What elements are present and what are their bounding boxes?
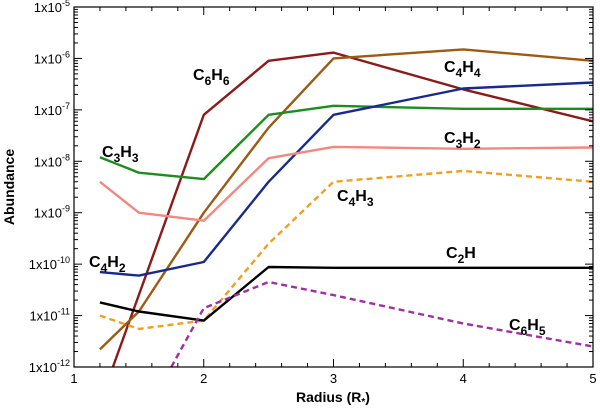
x-tick-label: 5 xyxy=(589,371,596,386)
x-tick-label: 4 xyxy=(460,371,467,386)
series-line-c3h2 xyxy=(99,145,593,222)
series-line-blue xyxy=(99,81,593,277)
y-tick-label: 1x10-9 xyxy=(34,204,70,221)
series-line-c4h3 xyxy=(99,169,593,331)
x-tick-label: 1 xyxy=(70,371,77,386)
series-line-c2h xyxy=(99,265,593,322)
series-layer xyxy=(99,48,593,367)
series-label-c6h6: C6H6 xyxy=(193,67,230,88)
y-axis-title: Abundance xyxy=(1,149,17,225)
plot-background xyxy=(74,7,593,367)
y-tick-label: 1x10-10 xyxy=(29,255,70,272)
plot-frame xyxy=(73,6,594,368)
series-label-c6h5: C6H5 xyxy=(509,317,546,338)
tick-layer: 1 2 3 4 5 1x10-12 1x10-11 1x10-10 1x10-9 1x10-8 1x… xyxy=(29,0,597,386)
series-line-c6h6 xyxy=(111,51,593,367)
y-tick-label: 1x10-7 xyxy=(34,101,70,118)
series-label-c3h2: C3H2 xyxy=(444,130,481,151)
series-label-c3h3: C3H3 xyxy=(102,144,139,165)
series-label-c4h2: C4H2 xyxy=(89,254,126,275)
y-tick-label: 1x10-8 xyxy=(34,152,70,169)
series-label-c4h4: C4H4 xyxy=(444,59,481,80)
x-tick-label: 3 xyxy=(330,371,337,386)
y-tick-label: 1x10-11 xyxy=(29,307,70,324)
y-tick-label: 1x10-5 xyxy=(34,0,70,15)
y-tick-label: 1x10-6 xyxy=(34,49,70,66)
series-label-c4h3: C4H3 xyxy=(337,188,374,209)
x-tick-label: 2 xyxy=(200,371,207,386)
y-tick-label: 1x10-12 xyxy=(29,358,70,375)
series-label-c2h: C2H xyxy=(446,245,476,266)
series-line-c3h3 xyxy=(99,104,593,181)
label-layer: C6H6 C4H4 C3H3 C3H2 C4H3 C2H C4H2 C6H5 xyxy=(89,59,546,338)
series-line-c6h5 xyxy=(170,280,593,367)
x-axis-title: Radius (R*) xyxy=(296,389,370,408)
